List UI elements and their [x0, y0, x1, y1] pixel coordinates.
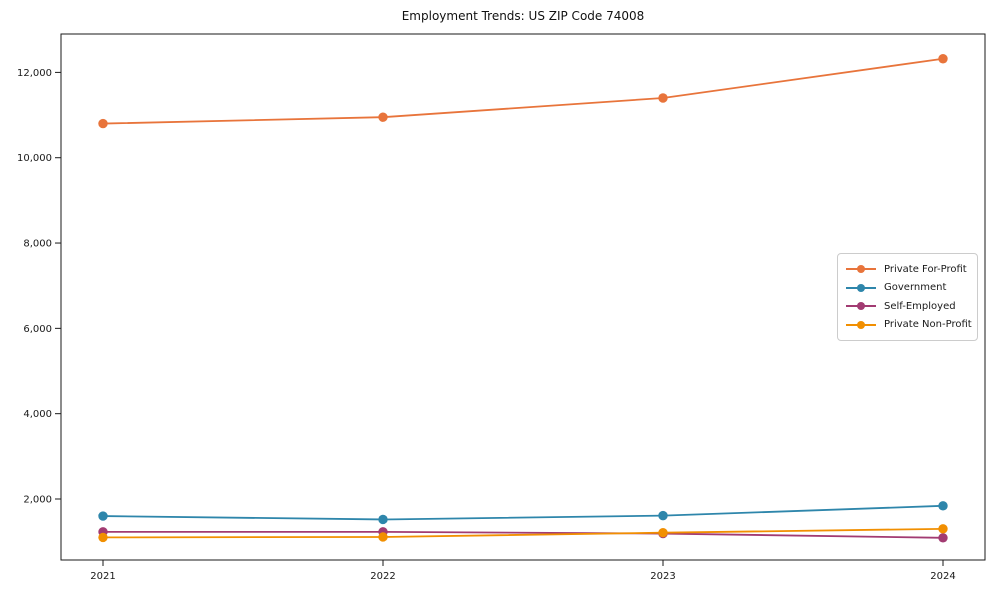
y-tick-label: 4,000: [23, 409, 52, 420]
legend-label: Private For-Profit: [884, 263, 967, 275]
y-tick-label: 2,000: [23, 494, 52, 505]
legend-marker-icon: [846, 264, 876, 274]
legend-marker-icon: [846, 301, 876, 311]
legend-label: Private Non-Profit: [884, 319, 972, 331]
plot-frame: [60, 33, 986, 561]
data-point-private-for-profit-2021: [98, 118, 108, 129]
legend-label: Self-Employed: [884, 300, 956, 312]
data-point-private-for-profit-2023: [658, 93, 668, 103]
series-line-government: [102, 504, 944, 521]
x-tick-label: 2022: [370, 571, 395, 582]
data-point-private-for-profit-2022: [378, 112, 388, 122]
data-point-government-2021: [98, 511, 108, 521]
legend-item-self-employed: Self-Employed: [846, 297, 969, 315]
legend-item-private-non-profit: Private Non-Profit: [846, 316, 972, 334]
legend-item-private-for-profit: Private For-Profit: [846, 260, 969, 278]
legend-item-government: Government: [846, 279, 969, 297]
y-tick-label: 10,000: [17, 153, 52, 164]
series-line-private-for-profit: [102, 57, 944, 125]
chart-legend: Private For-Profit Government Self-Emplo…: [837, 253, 978, 341]
series-line-private-non-profit: [102, 527, 944, 539]
data-point-private-non-profit-2024: [938, 524, 948, 534]
legend-label: Government: [884, 282, 947, 294]
data-point-government-2023: [658, 510, 668, 521]
data-point-government-2022: [378, 514, 388, 525]
data-point-self-employed-2024: [938, 533, 948, 543]
data-point-private-non-profit-2021: [98, 532, 108, 543]
x-tick-label: 2024: [930, 571, 955, 582]
y-tick-label: 12,000: [17, 68, 52, 79]
legend-marker-icon: [846, 283, 876, 293]
x-tick-label: 2021: [90, 571, 115, 582]
data-point-private-for-profit-2024: [938, 54, 948, 64]
data-point-private-non-profit-2022: [378, 532, 388, 542]
data-point-private-non-profit-2023: [658, 527, 668, 538]
series-line-self-employed: [103, 530, 944, 539]
x-tick-label: 2023: [650, 571, 675, 582]
y-tick-label: 6,000: [23, 324, 52, 335]
y-tick-label: 8,000: [23, 239, 52, 250]
legend-marker-icon: [846, 320, 876, 330]
data-point-government-2024: [938, 501, 948, 511]
